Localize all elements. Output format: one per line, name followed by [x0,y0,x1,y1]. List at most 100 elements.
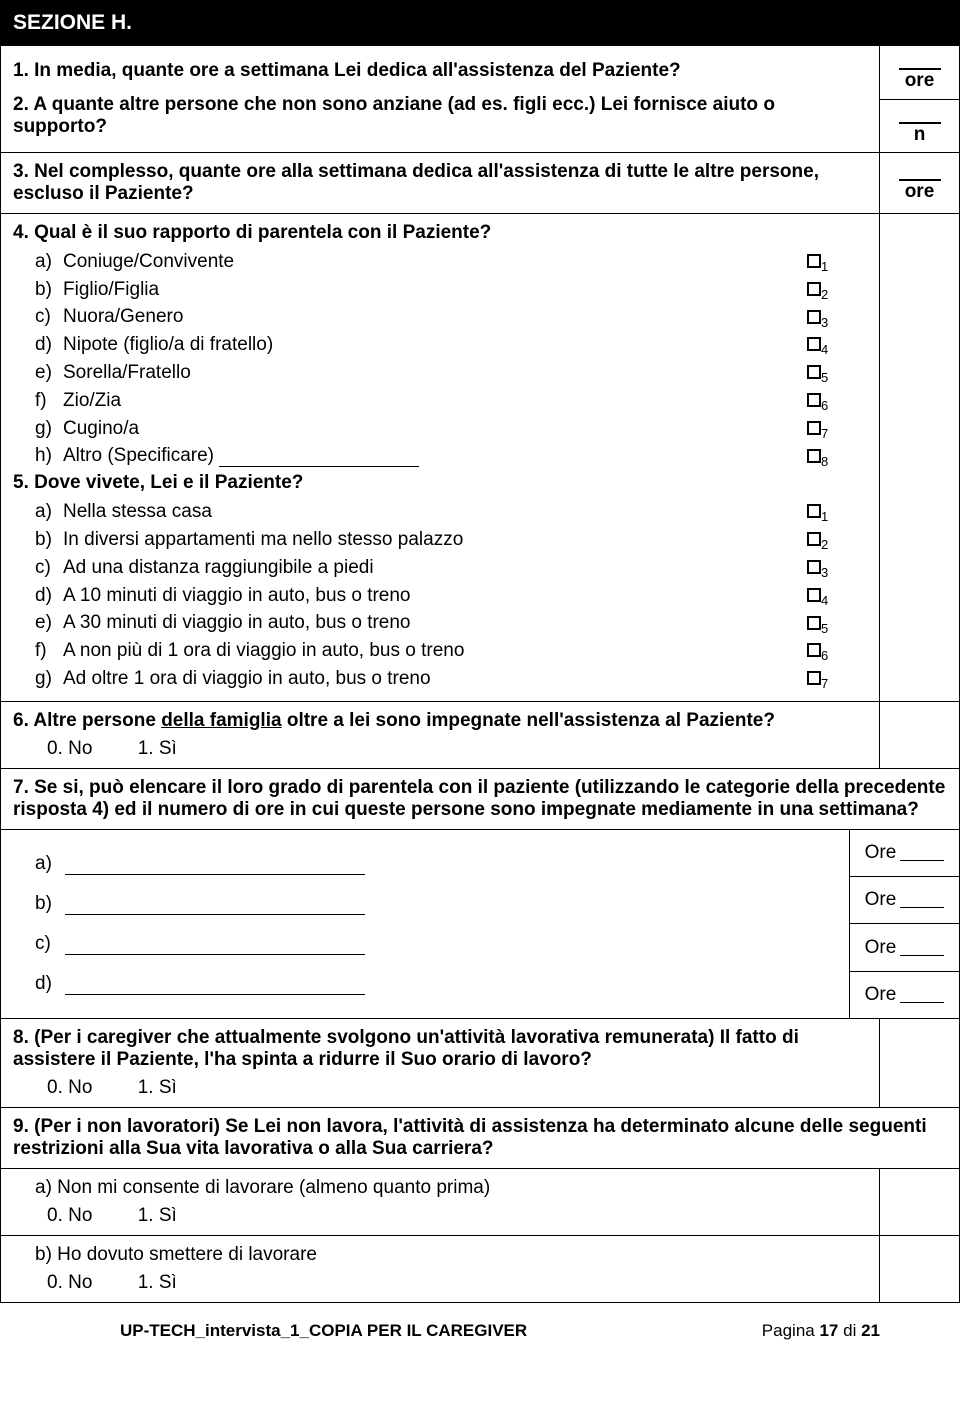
q9a-no[interactable]: 0. No [47,1205,92,1227]
section-header: SEZIONE H. [1,1,959,45]
q9a-main: a) Non mi consente di lavorare (almeno q… [1,1169,879,1235]
q9b-main: b) Ho dovuto smettere di lavorare 0. No … [1,1236,879,1302]
q7-main: a) b) c) d) [1,830,849,1018]
q8-text: 8. (Per i caregiver che attualmente svol… [13,1027,867,1071]
q3-blank[interactable] [899,163,941,181]
q9b-si[interactable]: 1. Sì [138,1272,177,1294]
q6-right[interactable] [879,702,959,768]
row-q9-text: 9. (Per i non lavoratori) Se Lei non lav… [1,1107,959,1168]
q6-answers: 0. No 1. Sì [13,738,867,760]
q4-check-2[interactable] [807,282,821,296]
q5-check-1[interactable] [807,504,821,518]
q7-blank-b[interactable] [65,897,365,915]
q5-check-4[interactable] [807,588,821,602]
q5-opt-b: b)In diversi appartamenti ma nello stess… [13,526,867,554]
q5-opt-f: f)A non più di 1 ora di viaggio in auto,… [13,637,867,665]
q3-unit: ore [905,181,935,203]
q2-blank[interactable] [899,106,941,124]
q6-no[interactable]: 0. No [47,738,92,760]
footer-page: Pagina 17 di 21 [762,1321,880,1341]
q5-opt-c: c)Ad una distanza raggiungibile a piedi3 [13,554,867,582]
q4-opt-d: d)Nipote (figlio/a di fratello)4 [13,331,867,359]
q8-main: 8. (Per i caregiver che attualmente svol… [1,1019,879,1107]
q7-ore-b[interactable] [900,892,944,908]
footer-title: UP-TECH_intervista_1_COPIA PER IL CAREGI… [120,1321,527,1341]
q3-right: ore [879,153,959,213]
q5-check-2[interactable] [807,532,821,546]
q1-q2-main: 1. In media, quante ore a settimana Lei … [1,46,879,152]
form-page: SEZIONE H. 1. In media, quante ore a set… [0,0,960,1303]
row-q8: 8. (Per i caregiver che attualmente svol… [1,1018,959,1107]
q9a-answers: 0. No 1. Sì [13,1205,867,1227]
q2-unit: n [914,124,926,146]
row-q7-text: 7. Se si, può elencare il loro grado di … [1,768,959,829]
q4-check-3[interactable] [807,310,821,324]
q5-options: a)Nella stessa casa1 b)In diversi appart… [13,498,867,693]
q8-no[interactable]: 0. No [47,1077,92,1099]
row-q4-q5: 4. Qual è il suo rapporto di parentela c… [1,213,959,701]
q4-text: 4. Qual è il suo rapporto di parentela c… [13,222,867,244]
q9a-si[interactable]: 1. Sì [138,1205,177,1227]
q7-blank-c[interactable] [65,937,365,955]
q8-si[interactable]: 1. Sì [138,1077,177,1099]
q7-right: Ore Ore Ore Ore [849,830,959,1018]
q4-opt-c: c)Nuora/Genero3 [13,304,867,332]
q4-check-6[interactable] [807,393,821,407]
q7-row-a: a) [35,844,837,884]
q7-row-b: b) [35,884,837,924]
q6-text: 6. Altre persone della famiglia oltre a … [13,710,867,732]
q4-opt-e: e)Sorella/Fratello5 [13,359,867,387]
q4-opt-b: b)Figlio/Figlia2 [13,276,867,304]
q5-opt-a: a)Nella stessa casa1 [13,498,867,526]
q4-opt-a: a)Coniuge/Convivente1 [13,248,867,276]
q7-row-c: c) [35,924,837,964]
q1-unit: ore [905,70,935,92]
q4-check-7[interactable] [807,421,821,435]
q7-blank-d[interactable] [65,977,365,995]
q7-text: 7. Se si, può elencare il loro grado di … [1,769,959,829]
q6-main: 6. Altre persone della famiglia oltre a … [1,702,879,768]
q4-check-4[interactable] [807,337,821,351]
q7-blank-a[interactable] [65,857,365,875]
q6-si[interactable]: 1. Sì [138,738,177,760]
q3-text: 3. Nel complesso, quante ore alla settim… [1,153,879,213]
q5-opt-d: d)A 10 minuti di viaggio in auto, bus o … [13,582,867,610]
q5-check-7[interactable] [807,671,821,685]
q9a-text: a) Non mi consente di lavorare (almeno q… [13,1177,867,1199]
q7-row-d: d) [35,964,837,1004]
q7-ore-c[interactable] [900,940,944,956]
q9a-right[interactable] [879,1169,959,1235]
q7-ore-d[interactable] [900,987,944,1003]
q1-text: 1. In media, quante ore a settimana Lei … [13,54,867,88]
q4-specify-blank[interactable] [219,449,419,467]
q4-check-8[interactable] [807,449,821,463]
q5-opt-e: e)A 30 minuti di viaggio in auto, bus o … [13,610,867,638]
row-q1-q2: 1. In media, quante ore a settimana Lei … [1,45,959,152]
page-footer: UP-TECH_intervista_1_COPIA PER IL CAREGI… [0,1303,960,1351]
q5-check-3[interactable] [807,560,821,574]
q8-answers: 0. No 1. Sì [13,1077,867,1099]
q9b-right[interactable] [879,1236,959,1302]
row-q9b: b) Ho dovuto smettere di lavorare 0. No … [1,1235,959,1302]
q9b-answers: 0. No 1. Sì [13,1272,867,1294]
q1-q2-right: ore n [879,46,959,152]
row-q7-list: a) b) c) d) Ore Ore Ore Ore [1,829,959,1018]
q5-text: 5. Dove vivete, Lei e il Paziente? [13,472,867,494]
q4-check-1[interactable] [807,254,821,268]
q4-opt-h: h)Altro (Specificare) 8 [13,443,867,471]
q5-check-6[interactable] [807,643,821,657]
q9b-text: b) Ho dovuto smettere di lavorare [13,1244,867,1266]
q4-check-5[interactable] [807,365,821,379]
q4-options: a)Coniuge/Convivente1 b)Figlio/Figlia2 c… [13,248,867,470]
row-q9a: a) Non mi consente di lavorare (almeno q… [1,1168,959,1235]
q8-right[interactable] [879,1019,959,1107]
q2-text: 2. A quante altre persone che non sono a… [13,88,867,144]
row-q6: 6. Altre persone della famiglia oltre a … [1,701,959,768]
q9b-no[interactable]: 0. No [47,1272,92,1294]
q7-ore-a[interactable] [900,845,944,861]
q5-check-5[interactable] [807,616,821,630]
q9-text: 9. (Per i non lavoratori) Se Lei non lav… [1,1108,959,1168]
q5-opt-g: g)Ad oltre 1 ora di viaggio in auto, bus… [13,665,867,693]
q1-blank[interactable] [899,52,941,70]
q4-opt-g: g)Cugino/a7 [13,415,867,443]
